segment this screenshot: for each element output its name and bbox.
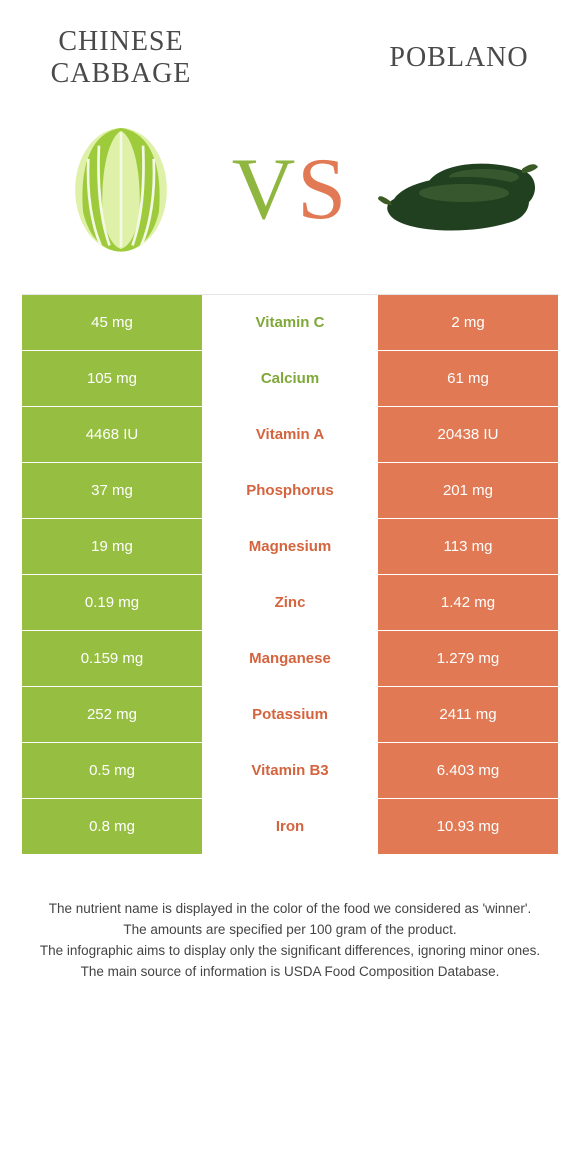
left-food: Chinesecabbage <box>22 24 220 266</box>
left-value: 252 mg <box>22 687 202 742</box>
left-value: 19 mg <box>22 519 202 574</box>
nutrient-name: Vitamin A <box>202 407 378 462</box>
left-value: 105 mg <box>22 351 202 406</box>
header: Chinesecabbage VS Poblano <box>22 24 558 266</box>
nutrient-name: Manganese <box>202 631 378 686</box>
right-food-title: Poblano <box>389 24 528 92</box>
nutrient-row: 37 mgPhosphorus201 mg <box>22 463 558 519</box>
nutrient-table: 45 mgVitamin C2 mg105 mgCalcium61 mg4468… <box>22 294 558 855</box>
footnotes: The nutrient name is displayed in the co… <box>22 899 558 983</box>
footnote-line: The nutrient name is displayed in the co… <box>28 899 552 920</box>
nutrient-row: 0.159 mgManganese1.279 mg <box>22 631 558 687</box>
left-value: 0.5 mg <box>22 743 202 798</box>
right-food: Poblano <box>360 24 558 266</box>
nutrient-name: Phosphorus <box>202 463 378 518</box>
right-value: 2 mg <box>378 295 558 350</box>
footnote-line: The main source of information is USDA F… <box>28 962 552 983</box>
left-value: 0.19 mg <box>22 575 202 630</box>
right-value: 1.42 mg <box>378 575 558 630</box>
vs-s: S <box>297 141 348 238</box>
right-value: 10.93 mg <box>378 799 558 854</box>
nutrient-name: Potassium <box>202 687 378 742</box>
left-value: 4468 IU <box>22 407 202 462</box>
left-value: 37 mg <box>22 463 202 518</box>
right-value: 20438 IU <box>378 407 558 462</box>
vs-v: V <box>232 141 298 238</box>
nutrient-row: 4468 IUVitamin A20438 IU <box>22 407 558 463</box>
right-value: 1.279 mg <box>378 631 558 686</box>
vs-label: VS <box>220 24 360 266</box>
right-food-image <box>374 96 544 266</box>
nutrient-name: Zinc <box>202 575 378 630</box>
nutrient-row: 0.5 mgVitamin B36.403 mg <box>22 743 558 799</box>
right-value: 113 mg <box>378 519 558 574</box>
nutrient-name: Iron <box>202 799 378 854</box>
nutrient-name: Vitamin B3 <box>202 743 378 798</box>
left-value: 0.159 mg <box>22 631 202 686</box>
cabbage-icon <box>46 96 196 266</box>
nutrient-row: 19 mgMagnesium113 mg <box>22 519 558 575</box>
right-value: 61 mg <box>378 351 558 406</box>
nutrient-name: Vitamin C <box>202 295 378 350</box>
nutrient-row: 252 mgPotassium2411 mg <box>22 687 558 743</box>
right-value: 201 mg <box>378 463 558 518</box>
right-value: 2411 mg <box>378 687 558 742</box>
left-food-title: Chinesecabbage <box>51 24 192 92</box>
poblano-icon <box>374 121 544 241</box>
left-value: 0.8 mg <box>22 799 202 854</box>
nutrient-name: Calcium <box>202 351 378 406</box>
nutrient-row: 105 mgCalcium61 mg <box>22 351 558 407</box>
nutrient-row: 0.8 mgIron10.93 mg <box>22 799 558 855</box>
left-value: 45 mg <box>22 295 202 350</box>
left-food-image <box>36 96 206 266</box>
comparison-infographic: Chinesecabbage VS Poblano <box>0 0 580 983</box>
nutrient-name: Magnesium <box>202 519 378 574</box>
footnote-line: The infographic aims to display only the… <box>28 941 552 962</box>
right-value: 6.403 mg <box>378 743 558 798</box>
footnote-line: The amounts are specified per 100 gram o… <box>28 920 552 941</box>
nutrient-row: 45 mgVitamin C2 mg <box>22 295 558 351</box>
nutrient-row: 0.19 mgZinc1.42 mg <box>22 575 558 631</box>
